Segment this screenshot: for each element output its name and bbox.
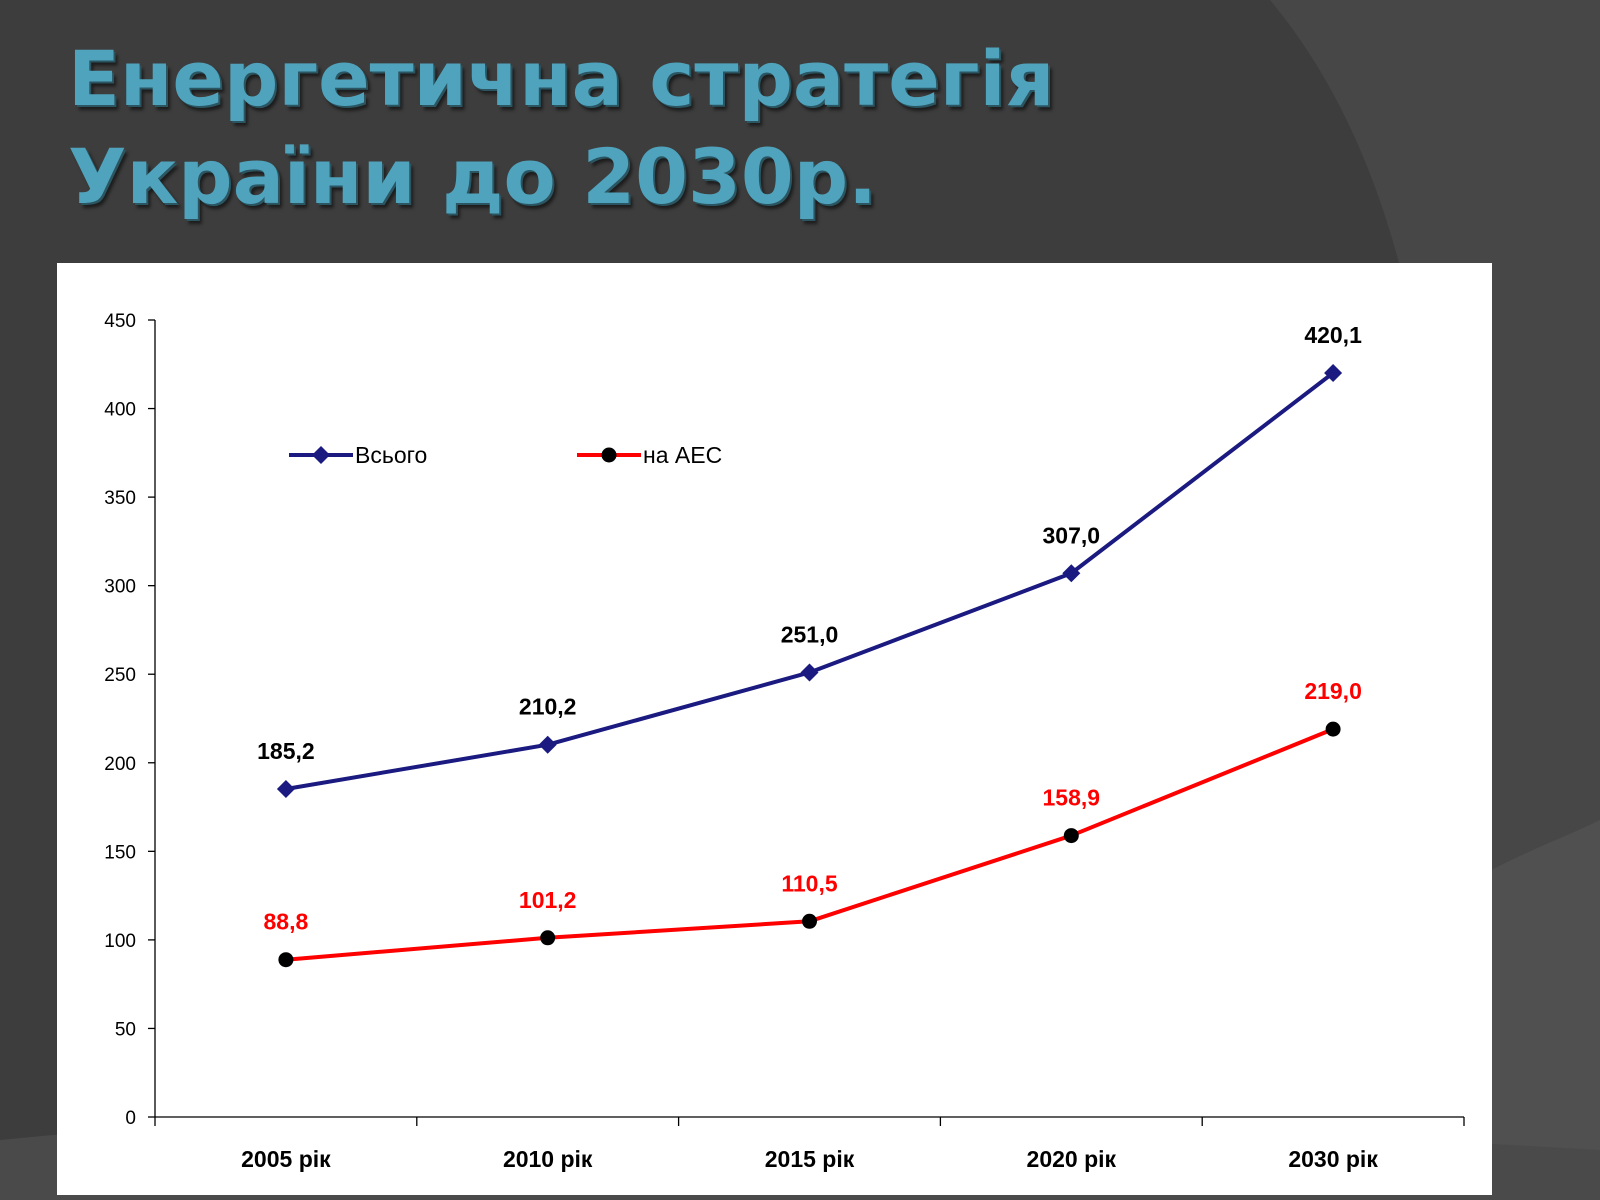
data-point-marker: [1325, 721, 1341, 737]
data-label: 110,5: [781, 870, 837, 896]
x-tick-label: 2020 рік: [1027, 1146, 1117, 1172]
slide-title-line-1: Енергетична стратегія: [68, 34, 1055, 123]
series-line-total: [285, 371, 1335, 791]
x-tick-label: 2015 рік: [765, 1146, 855, 1172]
data-point-marker: [540, 930, 556, 946]
y-tick-label: 0: [125, 1108, 136, 1129]
y-tick-label: 400: [104, 400, 136, 421]
data-point-marker: [276, 779, 295, 798]
data-point-marker: [278, 952, 294, 968]
data-point-marker: [1062, 564, 1081, 583]
data-point-marker: [538, 735, 557, 754]
data-label: 251,0: [781, 621, 839, 647]
slide-title: Енергетична стратегія України до 2030р.: [68, 30, 1054, 226]
data-label: 219,0: [1304, 678, 1362, 704]
data-label: 210,2: [519, 694, 577, 720]
line-chart: 0 50 100 150 200 250 300 350 400 450 2005 рік 2010 …: [104, 311, 1465, 1172]
legend-marker: [312, 446, 330, 464]
legend-label: на АЕС: [643, 442, 722, 468]
slide-title-line-2: України до 2030р.: [68, 132, 877, 221]
data-point-marker: [800, 663, 819, 682]
legend-marker: [601, 447, 617, 463]
y-tick-label: 50: [115, 1019, 136, 1040]
y-tick-label: 200: [104, 754, 136, 775]
y-tick-label: 350: [104, 488, 136, 509]
data-label: 158,9: [1043, 785, 1101, 811]
data-label: 185,2: [257, 738, 315, 764]
y-tick-label: 450: [104, 311, 136, 332]
y-tick-label: 150: [104, 842, 136, 863]
y-tick-label: 300: [104, 577, 136, 598]
data-label: 420,1: [1304, 322, 1362, 348]
legend-label: Всього: [355, 442, 427, 468]
data-label: 101,2: [519, 887, 577, 913]
x-tick-label: 2010 рік: [503, 1146, 593, 1172]
chart-area: 0 50 100 150 200 250 300 350 400 450 2005 рік 2010 …: [57, 263, 1492, 1195]
data-point-marker: [802, 913, 817, 929]
x-tick-label: 2005 рік: [241, 1146, 331, 1172]
data-point-marker: [1324, 363, 1343, 382]
data-point-marker: [1063, 828, 1079, 844]
data-label: 88,8: [264, 909, 309, 935]
data-label: 307,0: [1043, 522, 1101, 548]
y-tick-label: 100: [104, 931, 136, 952]
y-tick-label: 250: [104, 665, 136, 686]
x-tick-label: 2030 рік: [1288, 1146, 1378, 1172]
